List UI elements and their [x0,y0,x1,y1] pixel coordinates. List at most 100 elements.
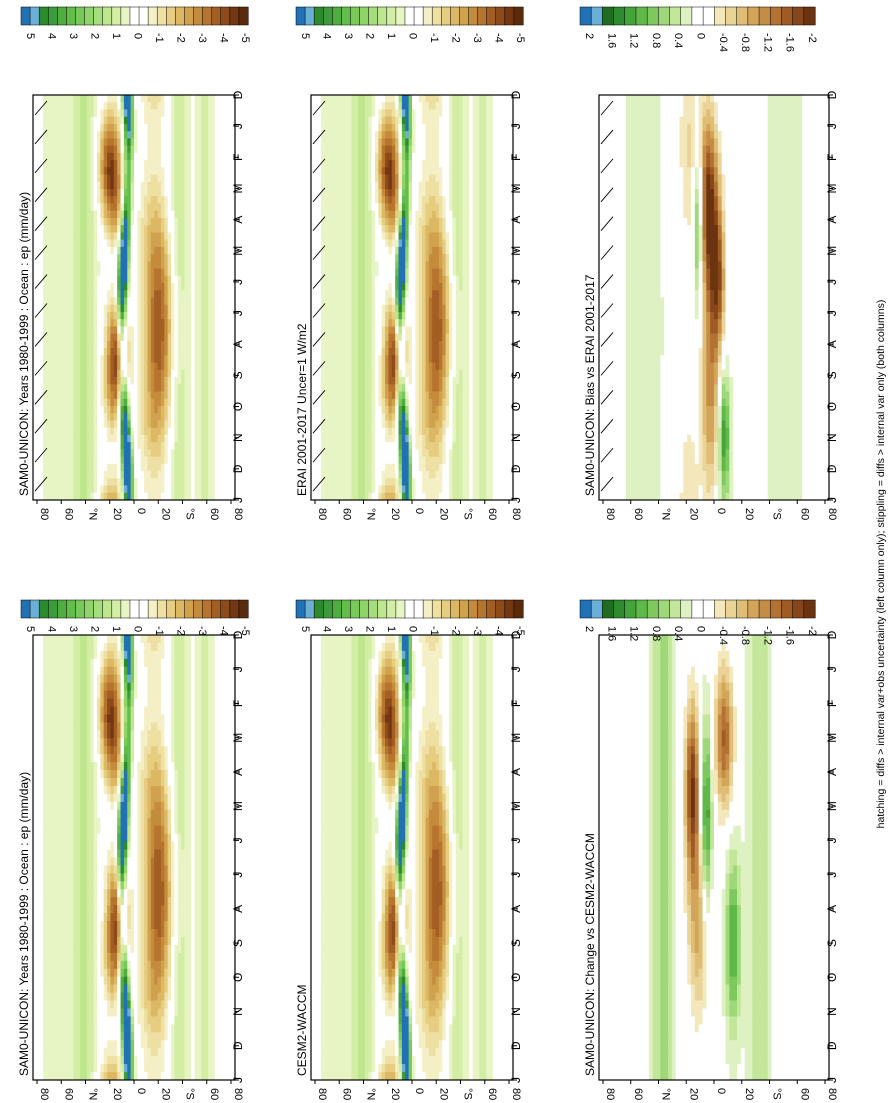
heatmap-cell [120,261,125,269]
heatmap-cell [100,478,105,486]
heatmap-cell [201,210,206,219]
heatmap-cell [90,232,94,241]
heatmap-cell [160,283,165,291]
heatmap-cell [127,138,132,147]
heatmap-cell [177,369,182,378]
heatmap-cell [127,261,132,269]
heatmap-cell [86,471,91,479]
heatmap-cell [107,340,111,349]
heatmap-cell [110,145,115,154]
heatmap-cell [147,261,152,269]
heatmap-cell [214,762,219,771]
heatmap-cell [157,690,162,699]
heatmap-cell [231,809,236,819]
heatmap-cell [214,102,219,110]
heatmap-cell [73,304,78,313]
heatmap-cell [73,123,78,132]
heatmap-cell [53,746,57,755]
heatmap-cell [110,778,115,787]
heatmap-cell [147,738,152,747]
heatmap-cell [228,785,233,795]
heatmap-cell [86,682,91,692]
heatmap-cell [181,217,185,226]
heatmap-cell [49,203,54,212]
heatmap-cell [157,326,162,335]
heatmap-cell [224,254,229,262]
heatmap-cell [63,635,68,644]
heatmap-cell [201,102,206,110]
heatmap-cell [107,778,111,787]
heatmap-cell [171,674,175,684]
heatmap-cell [137,674,142,684]
heatmap-cell [63,658,68,668]
heatmap-cell [110,442,115,450]
heatmap-cell [191,340,195,349]
heatmap-cell [73,471,78,479]
heatmap-cell [59,123,64,132]
heatmap-cell [201,778,206,787]
heatmap-cell [100,413,105,421]
heatmap-cell [191,793,195,803]
heatmap-cell [211,391,216,400]
heatmap-cell [96,762,101,771]
heatmap-cell [103,340,108,349]
heatmap-cell [80,471,84,479]
heatmap-cell [70,246,74,255]
heatmap-cell [228,801,233,811]
heatmap-cell [93,650,98,660]
heatmap-cell [174,801,179,811]
heatmap-cell [221,391,226,400]
heatmap-cell [107,666,111,676]
heatmap-cell [93,333,98,342]
heatmap-cell [70,442,74,450]
heatmap-cell [56,434,61,443]
heatmap-cell [160,311,165,320]
heatmap-cell [157,746,162,755]
heatmap-cell [201,189,206,197]
heatmap-cell [43,698,47,707]
heatmap-cell [127,377,132,385]
heatmap-cell [123,722,128,731]
heatmap-cell [174,398,179,407]
heatmap-cell [137,275,142,284]
heatmap-cell [184,471,189,479]
heatmap-cell [197,666,202,676]
heatmap-cell [167,682,172,692]
heatmap-cell [63,398,68,407]
heatmap-cell [36,102,41,110]
heatmap-cell [33,690,37,699]
heatmap-cell [221,203,226,212]
heatmap-cell [107,809,111,819]
heatmap-cell [140,738,145,747]
heatmap-cell [171,131,175,139]
heatmap-cell [211,698,216,707]
heatmap-cell [86,690,91,699]
heatmap-cell [96,456,101,465]
heatmap-cell [33,666,37,676]
heatmap-cell [123,456,128,465]
heatmap-cell [160,196,165,204]
heatmap-cell [157,304,162,313]
heatmap-cell [66,326,71,335]
heatmap-cell [76,261,81,269]
heatmap-cell [90,801,94,811]
colorbar-swatch [202,6,213,26]
heatmap-cell [164,102,169,110]
heatmap-cell [56,181,61,190]
heatmap-cell [113,131,118,139]
heatmap-cell [204,778,209,787]
heatmap-cell [113,297,118,306]
heatmap-cell [194,102,199,110]
heatmap-cell [80,340,84,349]
heatmap-cell [130,145,135,154]
heatmap-cell [49,778,54,787]
heatmap-cell [231,160,236,168]
heatmap-cell [177,319,182,327]
heatmap-cell [39,635,44,644]
heatmap-cell [171,319,175,327]
heatmap-cell [231,232,236,241]
heatmap-cell [39,449,44,458]
heatmap-cell [113,283,118,291]
heatmap-cell [134,785,138,795]
heatmap-cell [194,698,199,707]
